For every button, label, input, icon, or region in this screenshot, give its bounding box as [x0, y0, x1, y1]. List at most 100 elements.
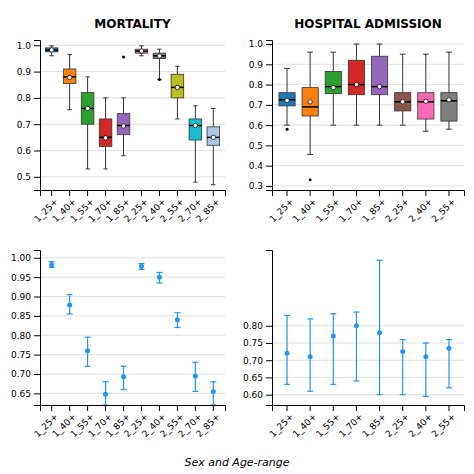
mean [308, 100, 312, 104]
error-cap-low [377, 394, 383, 395]
grid-line [40, 150, 225, 151]
whisker-cap-low [446, 129, 452, 130]
x-tick-mark [425, 405, 426, 411]
y-tick: 0.6 [249, 121, 272, 131]
y-tick-label: 0.75 [243, 338, 263, 348]
x-tick-label: 2_25+ [383, 411, 411, 439]
grid-line [40, 257, 225, 258]
grid-line [272, 125, 464, 126]
x-axis: 1_25+1_40+1_55+1_70+1_85+2_25+2_40+2_55+ [268, 405, 465, 439]
x-tick-label: 1_25+ [268, 411, 296, 439]
x-tick: 1_55+ [314, 190, 342, 224]
point [139, 264, 144, 269]
y-tick-label: 0.75 [11, 350, 31, 360]
error-cap-high [67, 294, 73, 295]
y-tick-mark [266, 105, 272, 106]
y-tick-mark [34, 258, 40, 259]
x-tick-label: 2_40+ [407, 196, 435, 224]
error-cap-high [156, 272, 162, 273]
grid-line [272, 104, 464, 105]
x-tick-label: 2_85+ [194, 196, 222, 224]
point [67, 303, 72, 308]
mean [377, 84, 381, 88]
x-tick-mark [287, 405, 288, 411]
y-tick-mark [34, 297, 40, 298]
x-tick-mark [51, 405, 52, 411]
box [171, 74, 184, 98]
x-tick: 1_25+ [268, 190, 296, 224]
x-axis-title: Sex and Age-range [184, 456, 289, 469]
mean [85, 106, 89, 110]
x-tick: 1_85+ [360, 190, 388, 224]
whisker-cap-high [211, 108, 215, 109]
y-tick-label: 0.65 [243, 373, 263, 383]
x-tick: 1_85+ [360, 405, 388, 439]
whisker-low [213, 145, 214, 184]
box-group [63, 54, 76, 109]
x-tick-label: 1_55+ [314, 411, 342, 439]
y-tick: 0.9 [249, 60, 272, 70]
y-axis: 0.50.60.70.80.91.0 [17, 41, 41, 191]
y-tick: 0.5 [249, 141, 272, 151]
mean [175, 85, 179, 89]
whisker-low [87, 124, 88, 169]
point [446, 346, 451, 351]
point [400, 349, 405, 354]
mean [211, 135, 215, 139]
grid-line [40, 97, 225, 98]
box [302, 88, 318, 116]
y-tick-label: 0.80 [243, 321, 263, 331]
errorbar-group [353, 312, 359, 381]
mean [157, 54, 161, 58]
errorbar-group [210, 382, 216, 405]
mean [193, 123, 197, 127]
x-tick-mark [195, 190, 196, 196]
error-cap-low [121, 389, 127, 390]
y-tick-mark [34, 335, 40, 336]
grid-line [272, 84, 464, 85]
y-tick-label: 0.7 [249, 100, 263, 110]
whisker-low [123, 135, 124, 156]
whisker-cap-low [377, 125, 383, 126]
box [279, 93, 295, 106]
y-tick: 0.75 [11, 350, 40, 360]
errorbar-group [49, 262, 55, 268]
mean [103, 136, 107, 140]
x-tick-label: 1_40+ [291, 196, 319, 224]
whisker-cap-high [423, 54, 429, 55]
whisker-cap-high [103, 97, 107, 98]
flier [122, 56, 125, 59]
box [153, 53, 166, 58]
x-tick-mark [379, 405, 380, 411]
whisker-high [310, 52, 311, 87]
x-tick-mark [448, 190, 449, 196]
point [211, 389, 216, 394]
grid-line [40, 176, 225, 177]
box-group [395, 54, 411, 125]
x-tick-mark [356, 405, 357, 411]
mean [331, 85, 335, 89]
grid-line [272, 394, 464, 395]
whisker-cap-high [85, 76, 89, 77]
x-tick-label: 1_85+ [360, 196, 388, 224]
box [348, 60, 364, 94]
whisker-low [69, 83, 70, 109]
flier [309, 178, 312, 181]
errorbar-group [138, 264, 144, 270]
y-tick: 0.80 [243, 321, 272, 331]
x-tick-label: 2_40+ [407, 411, 435, 439]
y-tick-mark [266, 377, 272, 378]
whisker-cap-low [400, 125, 406, 126]
y-tick-label: 0.70 [11, 369, 31, 379]
errorbar-group [156, 272, 162, 282]
x-tick: 2_55+ [430, 190, 458, 224]
errorbar-group [121, 366, 127, 389]
y-tick: 0.4 [249, 161, 272, 171]
x-tick-mark [105, 405, 106, 411]
errorbar-group [284, 315, 290, 384]
y-tick-label: 1.0 [17, 41, 32, 51]
point [308, 354, 313, 359]
y-tick-label: 0.6 [17, 146, 32, 156]
point [331, 334, 336, 339]
x-tick-mark [402, 190, 403, 196]
